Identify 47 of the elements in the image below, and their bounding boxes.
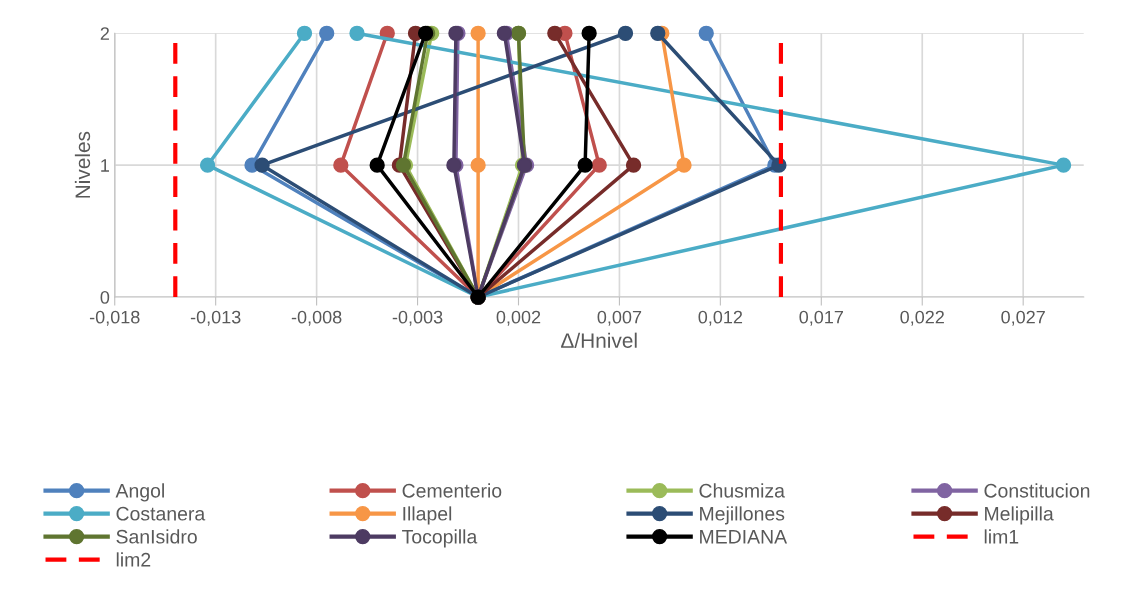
x-tick-label: 0,002 — [496, 310, 541, 326]
point — [625, 157, 642, 173]
x-tick-label: -0,008 — [291, 310, 342, 326]
legend-label: Chusmiza — [699, 483, 785, 498]
x-axis-title: Δ/Hnivel — [561, 332, 637, 348]
legend-label: Melipilla — [985, 506, 1054, 525]
point — [547, 25, 563, 41]
point — [470, 25, 486, 41]
legend-label: Cementerio — [402, 483, 502, 498]
y-axis-title: Niveles — [74, 131, 91, 198]
point — [369, 157, 385, 173]
legend-label: Illapel — [403, 506, 452, 525]
legend-label: SanIsidro — [116, 529, 197, 544]
x-tick-label: -0,013 — [190, 310, 241, 326]
point — [254, 157, 270, 173]
x-tick-label: 0,022 — [900, 310, 944, 326]
legend-label: Costanera — [116, 506, 206, 521]
legend-label: Constitucion — [984, 483, 1090, 498]
x-tick-label: 0,012 — [698, 310, 743, 326]
y-tick-label: 1 — [101, 159, 109, 172]
point — [577, 157, 593, 173]
point — [650, 25, 666, 41]
legend-label: Tocopilla — [402, 529, 478, 548]
point — [319, 25, 335, 41]
x-tick-label: 0,017 — [799, 310, 843, 326]
point — [333, 157, 349, 173]
point — [296, 25, 313, 41]
x-tick-label: -0,018 — [89, 310, 140, 326]
y-tick-label: 2 — [100, 27, 109, 40]
x-tick-label: 0,007 — [597, 310, 642, 326]
x-tick-label: -0,003 — [392, 310, 443, 326]
point — [617, 25, 634, 41]
point — [591, 157, 607, 173]
point — [698, 25, 714, 41]
point — [1055, 157, 1072, 173]
point — [470, 157, 486, 173]
point — [199, 157, 216, 173]
legend-label: MEDIANA — [700, 530, 788, 544]
point — [676, 157, 692, 173]
legend-label: Angol — [115, 483, 164, 502]
point — [349, 25, 365, 41]
point — [581, 25, 597, 41]
x-tick-label: 0,027 — [1001, 310, 1045, 326]
legend-label: lim2 — [116, 552, 151, 567]
legend-label: Mejillones — [700, 506, 785, 525]
legend-label: lim1 — [984, 529, 1019, 544]
y-tick-label: 0 — [100, 290, 110, 304]
